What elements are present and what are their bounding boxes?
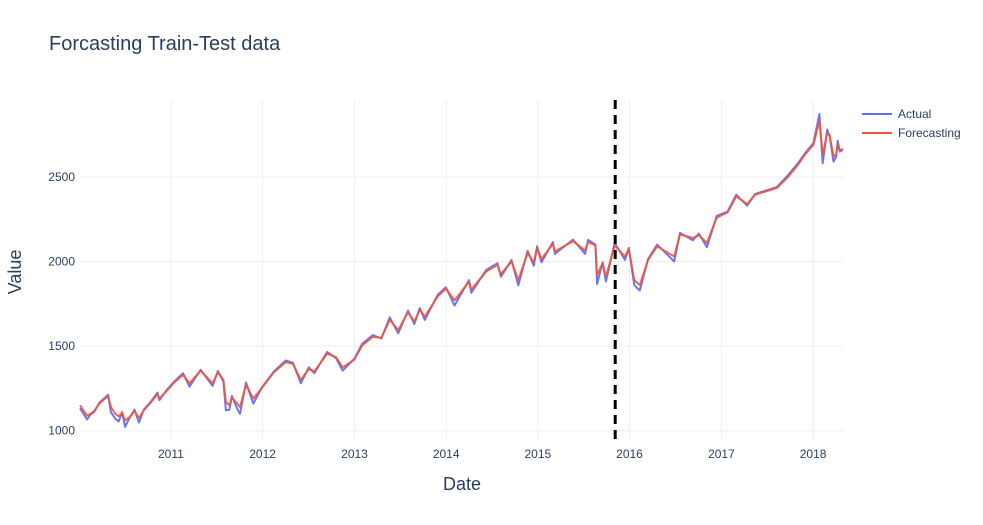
legend: Actual Forecasting [862,107,961,140]
chart-title: Forcasting Train-Test data [49,33,281,55]
y-axis-title: Value [5,250,25,295]
legend-label: Forecasting [898,126,961,140]
x-axis-title: Date [443,474,481,494]
y-tick-label: 2000 [48,255,75,269]
x-tick-label: 2015 [524,447,551,461]
y-tick-label: 2500 [48,170,75,184]
x-tick-label: 2017 [708,447,735,461]
series-layer [79,113,844,428]
x-tick-label: 2018 [800,447,827,461]
x-gridlines [170,100,814,440]
legend-label: Actual [898,107,931,121]
y-tick-label: 1000 [48,424,75,438]
x-tick-label: 2011 [158,447,184,461]
x-tick-label: 2012 [249,447,276,461]
x-tick-labels: 2011 2012 2013 2014 2015 2016 2017 2018 [158,447,827,461]
x-tick-label: 2014 [433,447,460,461]
series-line-forecasting [79,120,844,422]
x-tick-label: 2013 [341,447,368,461]
x-tick-label: 2016 [616,447,643,461]
y-tick-label: 1500 [48,339,75,353]
y-gridlines [80,176,843,432]
y-tick-labels: 1000 1500 2000 2500 [48,170,75,438]
